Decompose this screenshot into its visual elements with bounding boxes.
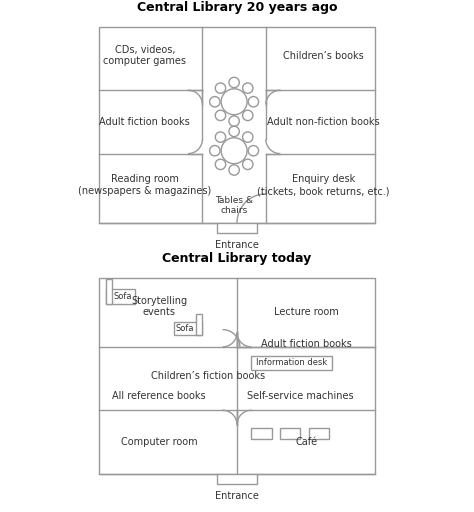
Title: Central Library today: Central Library today — [163, 252, 311, 265]
Text: Children’s books: Children’s books — [283, 51, 364, 61]
Text: Entrance: Entrance — [215, 240, 259, 250]
Text: CDs, videos,
computer games: CDs, videos, computer games — [103, 45, 186, 67]
Text: Adult fiction books: Adult fiction books — [261, 339, 352, 349]
Text: All reference books: All reference books — [112, 391, 206, 401]
Text: Lecture room: Lecture room — [274, 307, 338, 317]
Title: Central Library 20 years ago: Central Library 20 years ago — [137, 1, 337, 14]
Text: Enquiry desk
(tickets, book returns, etc.): Enquiry desk (tickets, book returns, etc… — [257, 175, 390, 196]
Text: Sofa: Sofa — [176, 325, 194, 333]
Text: Reading room
(newspapers & magazines): Reading room (newspapers & magazines) — [78, 175, 211, 196]
Text: Children’s fiction books: Children’s fiction books — [151, 371, 264, 381]
Text: Storytelling
events: Storytelling events — [131, 296, 187, 317]
Text: Sofa: Sofa — [114, 292, 133, 301]
Bar — [106, 279, 112, 304]
Text: Tables &
chairs: Tables & chairs — [215, 196, 253, 215]
Bar — [251, 428, 272, 439]
Bar — [196, 314, 202, 335]
Bar — [309, 428, 329, 439]
Bar — [217, 223, 257, 233]
Bar — [173, 323, 202, 335]
Text: Self-service machines: Self-service machines — [247, 391, 354, 401]
Text: Computer room: Computer room — [121, 437, 198, 447]
Text: Adult non-fiction books: Adult non-fiction books — [267, 117, 380, 127]
Text: Café: Café — [295, 437, 317, 447]
Bar — [99, 278, 375, 474]
Bar — [251, 355, 332, 370]
Bar — [99, 27, 375, 223]
Bar — [217, 474, 257, 484]
Bar — [106, 289, 135, 304]
Text: Entrance: Entrance — [215, 491, 259, 501]
Bar — [280, 428, 301, 439]
Text: Information desk: Information desk — [256, 358, 328, 367]
Text: Adult fiction books: Adult fiction books — [100, 117, 190, 127]
